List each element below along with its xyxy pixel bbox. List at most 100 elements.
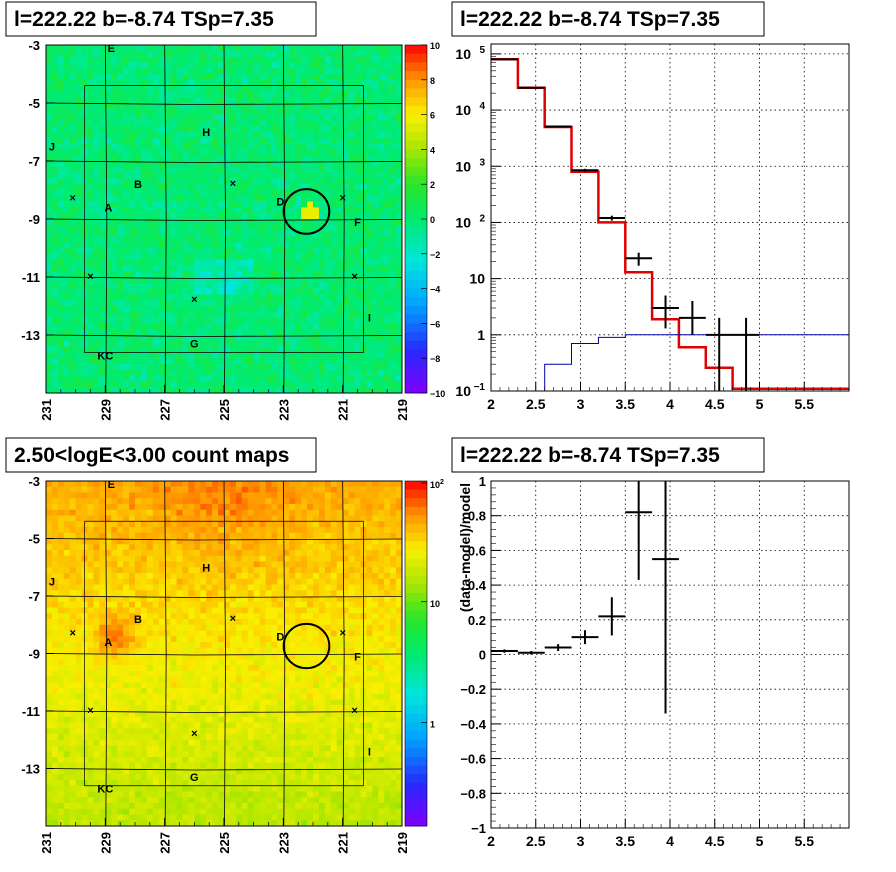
map-pixel xyxy=(259,578,266,585)
map-pixel xyxy=(348,259,355,266)
map-pixel xyxy=(277,311,284,318)
map-pixel xyxy=(301,504,308,511)
map-pixel xyxy=(123,219,130,226)
map-pixel xyxy=(318,68,326,75)
map-pixel xyxy=(241,573,249,580)
map-pixel xyxy=(93,56,100,63)
map-pixel xyxy=(324,578,332,585)
map-pixel xyxy=(354,375,361,382)
map-pixel xyxy=(372,550,379,557)
map-pixel xyxy=(87,335,94,342)
map-pixel xyxy=(188,381,195,388)
map-pixel xyxy=(247,56,254,63)
map-pixel xyxy=(129,236,136,243)
map-pixel xyxy=(384,62,391,69)
map-pixel xyxy=(152,149,160,156)
map-pixel xyxy=(301,248,308,255)
map-pixel xyxy=(241,132,249,139)
map-pixel xyxy=(271,509,278,516)
map-pixel xyxy=(164,143,171,150)
map-pixel xyxy=(307,521,314,528)
map-pixel xyxy=(135,259,142,266)
map-pixel xyxy=(259,149,266,156)
map-pixel xyxy=(295,143,302,150)
map-pixel xyxy=(63,74,71,81)
map-pixel xyxy=(176,300,183,307)
map-pixel xyxy=(194,190,201,197)
map-pixel xyxy=(206,306,213,313)
map-pixel xyxy=(194,248,201,255)
map-pixel xyxy=(158,527,165,534)
map-pixel xyxy=(69,271,76,278)
map-pixel xyxy=(241,114,249,121)
map-pixel xyxy=(152,195,160,202)
map-pixel xyxy=(57,213,65,220)
map-pixel xyxy=(194,346,201,353)
map-pixel xyxy=(152,492,160,499)
map-pixel xyxy=(140,282,148,289)
map-pixel xyxy=(247,288,254,295)
map-pixel xyxy=(164,265,171,272)
map-pixel xyxy=(313,358,320,365)
map-pixel xyxy=(259,317,266,324)
map-pixel xyxy=(140,375,148,382)
map-pixel xyxy=(182,56,189,63)
map-pixel xyxy=(206,481,213,488)
map-pixel xyxy=(212,561,219,568)
map-pixel xyxy=(384,498,391,505)
map-pixel xyxy=(51,340,59,347)
map-pixel xyxy=(372,271,379,278)
map-pixel xyxy=(170,550,177,557)
map-pixel xyxy=(378,486,385,493)
map-pixel xyxy=(206,555,213,562)
map-pixel xyxy=(265,103,272,110)
map-pixel xyxy=(105,294,112,301)
y-tick-label: 10 xyxy=(469,271,485,287)
map-pixel xyxy=(188,306,195,313)
map-pixel xyxy=(51,85,59,92)
map-pixel xyxy=(87,515,94,522)
source-label: G xyxy=(190,339,199,351)
map-pixel xyxy=(140,567,148,574)
map-pixel xyxy=(336,149,343,156)
colorbar-swatch xyxy=(405,166,427,176)
map-pixel xyxy=(271,79,278,86)
map-pixel xyxy=(348,364,355,371)
map-pixel xyxy=(277,352,284,359)
map-pixel xyxy=(129,381,136,388)
map-pixel xyxy=(390,544,397,551)
map-pixel xyxy=(164,201,171,208)
map-pixel xyxy=(218,91,225,98)
map-pixel xyxy=(99,155,106,162)
map-pixel xyxy=(224,358,231,365)
map-pixel xyxy=(342,45,349,52)
map-pixel xyxy=(324,172,332,179)
map-pixel xyxy=(200,230,207,237)
map-pixel xyxy=(259,282,266,289)
map-pixel xyxy=(46,282,53,289)
map-pixel xyxy=(330,300,338,307)
map-pixel xyxy=(57,544,65,551)
map-pixel xyxy=(348,375,355,382)
map-pixel xyxy=(247,120,254,127)
map-pixel xyxy=(46,91,53,98)
map-pixel xyxy=(152,56,160,63)
map-pixel xyxy=(378,504,385,511)
map-pixel xyxy=(182,178,189,185)
map-pixel xyxy=(140,358,148,365)
map-pixel xyxy=(259,219,266,226)
map-pixel xyxy=(247,481,254,488)
map-pixel xyxy=(265,242,272,249)
map-pixel xyxy=(390,521,397,528)
map-pixel xyxy=(241,195,249,202)
map-pixel xyxy=(229,120,237,127)
map-pixel xyxy=(378,515,385,522)
map-pixel xyxy=(277,155,284,162)
map-pixel xyxy=(324,62,332,69)
map-pixel xyxy=(140,335,148,342)
map-pixel xyxy=(87,288,94,295)
map-pixel xyxy=(99,504,106,511)
map-pixel xyxy=(63,369,71,376)
map-pixel xyxy=(170,253,177,260)
map-pixel xyxy=(63,195,71,202)
